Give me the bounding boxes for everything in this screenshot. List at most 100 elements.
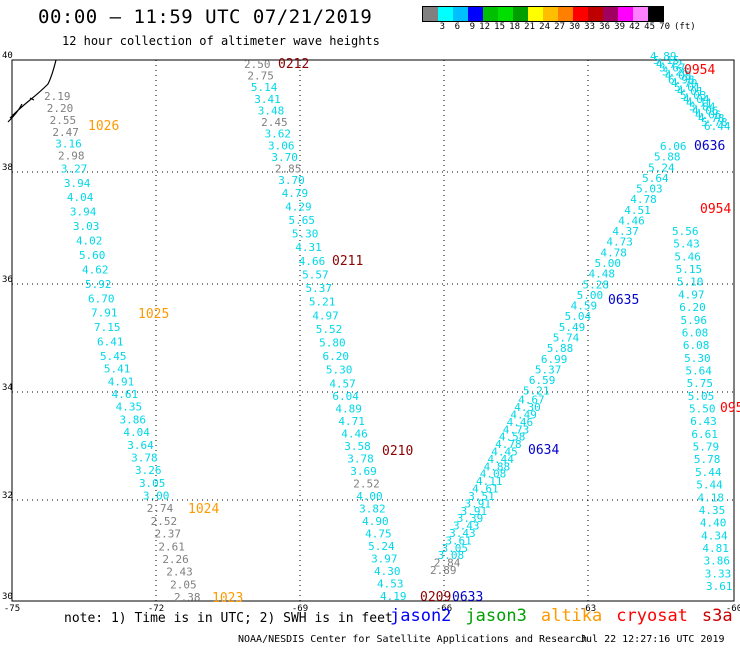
track-a-value: 2.55 bbox=[50, 114, 77, 127]
track-b-value: 5.37 bbox=[306, 282, 333, 295]
track-a-value: 3.78 bbox=[131, 451, 158, 464]
track-c-value: 5.64 bbox=[685, 364, 712, 377]
track-c-value: 2.89 bbox=[430, 564, 457, 577]
legend-s3a: s3a bbox=[701, 606, 733, 626]
colorbar-cell bbox=[453, 7, 468, 21]
pass-time-label: 0634 bbox=[528, 443, 559, 458]
credit-timestamp: Jul 22 12:27:16 UTC 2019 bbox=[580, 634, 725, 645]
track-b-value: 6.04 bbox=[332, 390, 359, 403]
track-c-value: 3.61 bbox=[706, 580, 733, 593]
track-c-value: 4.59 bbox=[571, 300, 598, 313]
track-b-value: 3.06 bbox=[268, 139, 295, 152]
track-c-value: 4.48 bbox=[589, 268, 616, 281]
track-c-value: 4.11 bbox=[476, 475, 503, 488]
track-a-value: 2.52 bbox=[151, 515, 178, 528]
track-a-value: 5.45 bbox=[100, 350, 127, 363]
track-c-value: 6.20 bbox=[679, 301, 706, 314]
track-c-value: 5.30 bbox=[684, 352, 711, 365]
track-a-value: 6.41 bbox=[97, 336, 124, 349]
track-a-value: 6.70 bbox=[88, 292, 115, 305]
legend-altika: altika bbox=[540, 606, 603, 626]
colorbar-cell bbox=[438, 7, 453, 21]
pass-time-label: 0633 bbox=[452, 590, 483, 605]
track-a-value: 3.86 bbox=[119, 413, 146, 426]
track-c-value: 4.78 bbox=[495, 438, 522, 451]
colorbar-label: 15 bbox=[494, 22, 505, 32]
track-c-value: 6.61 bbox=[691, 428, 718, 441]
track-d-value: 5.15 bbox=[653, 54, 680, 67]
track-c-value: 5.03 bbox=[636, 183, 663, 196]
track-c-value: 6.99 bbox=[541, 353, 568, 366]
track-c-value: 5.00 bbox=[577, 289, 604, 302]
track-d-value: 4.78 bbox=[698, 112, 725, 125]
track-b-value: 3.58 bbox=[344, 440, 371, 453]
y-tick-label: 38 bbox=[2, 163, 13, 173]
track-c-value: 5.88 bbox=[547, 342, 574, 355]
colorbar-cell bbox=[558, 7, 573, 21]
track-c-value: 4.58 bbox=[499, 431, 526, 444]
track-d-value: 3.84 bbox=[689, 101, 716, 114]
track-d-value: 3.26 bbox=[662, 66, 689, 79]
track-c-value: 5.15 bbox=[676, 263, 703, 276]
pass-time-label: 095 bbox=[720, 401, 740, 416]
track-a-value: 7.15 bbox=[94, 321, 121, 334]
track-b-value: 3.62 bbox=[265, 128, 292, 141]
pass-time-label: 1024 bbox=[188, 502, 219, 517]
track-b-value: 5.21 bbox=[309, 296, 336, 309]
track-a-value: 4.91 bbox=[108, 375, 135, 388]
track-b-value: 4.53 bbox=[377, 578, 404, 591]
track-a-value: 4.04 bbox=[67, 191, 94, 204]
track-c-value: 2.84 bbox=[434, 557, 461, 570]
track-b-value: 4.30 bbox=[374, 565, 401, 578]
colorbar-label: 70 bbox=[659, 22, 670, 32]
track-c-value: 3.39 bbox=[457, 512, 484, 525]
pass-time-label: 0210 bbox=[382, 444, 413, 459]
track-c-value: 5.05 bbox=[688, 390, 715, 403]
colorbar-label: 21 bbox=[524, 22, 535, 32]
track-c-value: 4.61 bbox=[472, 483, 499, 496]
colorbar-cell bbox=[573, 7, 588, 21]
track-c-value: 5.96 bbox=[681, 314, 708, 327]
track-c-value: 4.51 bbox=[624, 204, 651, 217]
track-c-value: 4.40 bbox=[700, 517, 727, 530]
track-b-value: 4.79 bbox=[282, 187, 309, 200]
track-a-value: 3.94 bbox=[64, 177, 91, 190]
track-b-value: 4.31 bbox=[295, 241, 322, 254]
track-c-value: 5.28 bbox=[583, 278, 610, 291]
pass-time-label: 0212 bbox=[278, 57, 309, 72]
y-tick-label: 36 bbox=[2, 275, 13, 285]
track-d-value: 5.01 bbox=[674, 81, 701, 94]
pass-time-label: 1025 bbox=[138, 307, 169, 322]
track-c-value: 3.08 bbox=[438, 549, 465, 562]
track-a-value: 5.60 bbox=[79, 249, 106, 262]
colorbar-cell bbox=[423, 7, 438, 21]
track-c-value: 3.51 bbox=[468, 490, 495, 503]
colorbar-cell bbox=[618, 7, 633, 21]
y-tick-label: 40 bbox=[2, 51, 13, 61]
track-d-value: 4.11 bbox=[686, 97, 713, 110]
track-b-value: 5.30 bbox=[326, 364, 353, 377]
track-a-value: 2.47 bbox=[52, 126, 79, 139]
legend-jason2: jason2 bbox=[390, 606, 452, 626]
colorbar-labels: 3 6 9 12 15 18 21 24 27 30 33 36 39 42 45 70 (ft) bbox=[422, 22, 740, 34]
colorbar-label: 39 bbox=[614, 22, 625, 32]
colorbar-label: 3 bbox=[439, 22, 445, 32]
colorbar-cell bbox=[633, 7, 648, 21]
track-c-value: 4.78 bbox=[600, 246, 627, 259]
track-c-value: 4.45 bbox=[491, 446, 518, 459]
map-title: 00:00 — 11:59 UTC 07/21/2019 bbox=[38, 6, 373, 28]
wave-height-colorbar bbox=[422, 6, 664, 22]
colorbar-label: 45 bbox=[644, 22, 655, 32]
track-c-value: 5.00 bbox=[594, 257, 621, 270]
track-c-value: 5.46 bbox=[674, 250, 701, 263]
track-c-value: 3.05 bbox=[441, 542, 468, 555]
track-b-value: 2.50 bbox=[244, 58, 271, 71]
colorbar-label: 42 bbox=[629, 22, 640, 32]
track-c-value: 3.86 bbox=[704, 555, 731, 568]
track-a-value: 3.94 bbox=[70, 206, 97, 219]
track-c-value: 3.61 bbox=[445, 534, 472, 547]
pass-time-label: 0954 bbox=[684, 63, 715, 78]
track-c-value: 6.08 bbox=[683, 339, 710, 352]
track-c-value: 6.08 bbox=[682, 326, 709, 339]
